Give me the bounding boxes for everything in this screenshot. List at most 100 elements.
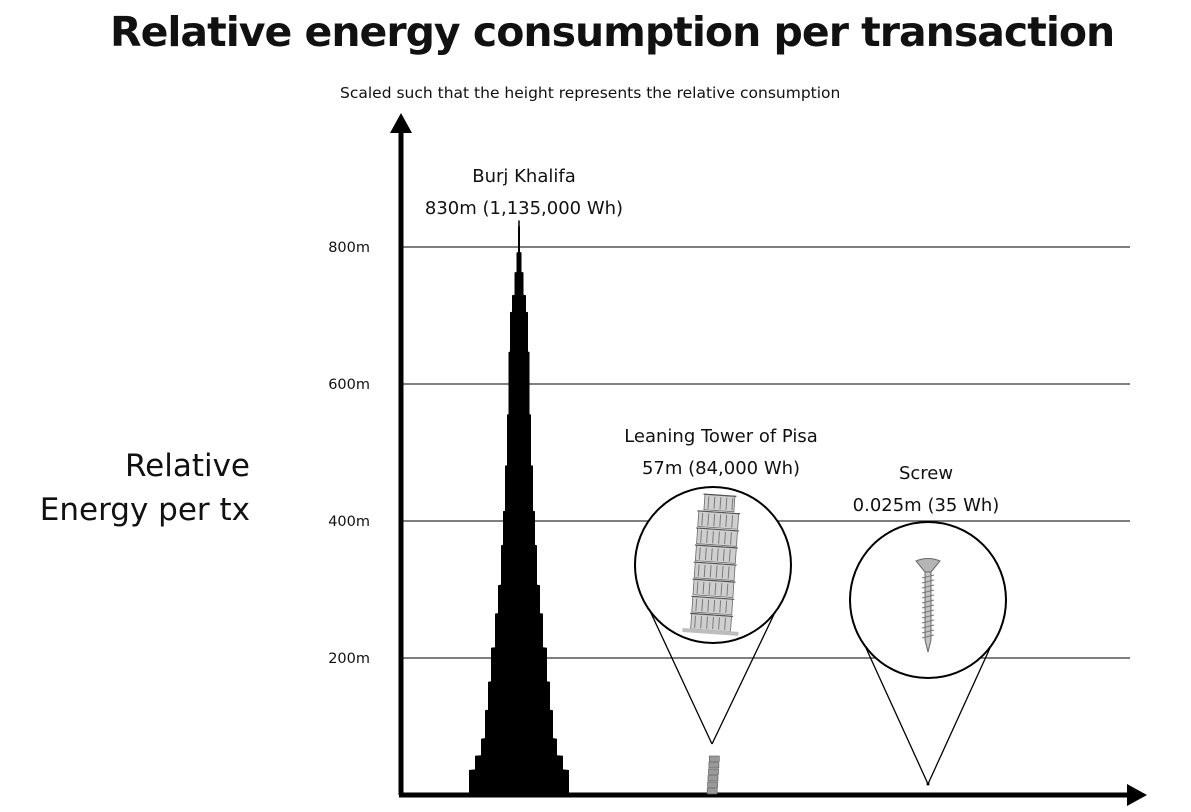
y-tick-label-800: 800m [328, 240, 370, 256]
pisa-icon-column [728, 549, 731, 562]
y-axis-label-line-1: Relative [124, 448, 250, 484]
pisa-icon-column [730, 532, 732, 545]
pisa-icon-column [713, 599, 716, 613]
screw-icon-thread [921, 609, 935, 614]
pisa-icon-column [698, 547, 701, 560]
pisa-icon-column [710, 548, 713, 561]
pisa-value-label: 57m (84,000 Wh) [642, 458, 800, 479]
pisa-icon-ledge [691, 595, 735, 600]
pisa-icon-ledge [692, 578, 736, 583]
pisa-icon-column [724, 531, 726, 545]
pisa-icon-column [707, 496, 710, 509]
y-tick-label-200: 200m [328, 651, 370, 667]
leaning-tower-icon [682, 493, 741, 636]
leaning-tower-bar [706, 755, 720, 795]
pisa-icon-column [722, 549, 725, 562]
pisa-icon-column [725, 600, 728, 613]
screw-icon-thread [921, 624, 935, 629]
pisa-icon-column [695, 598, 698, 611]
pisa-icon-column [719, 600, 722, 613]
pisa-icon-column [725, 514, 728, 528]
pisa-icon-ledge [697, 510, 741, 515]
pisa-icon-column [716, 548, 719, 561]
pisa-icon-column [715, 565, 718, 578]
pisa-icon-column [697, 564, 700, 577]
pisa-icon-column [731, 498, 734, 511]
y-axis-label-line-2: Energy per tx [39, 492, 250, 528]
x-axis-arrow-icon [1127, 784, 1147, 806]
screw-icon-thread [921, 629, 935, 634]
pisa-icon-column [719, 514, 722, 527]
screw-icon-thread [921, 579, 935, 584]
pisa-tier [707, 781, 718, 788]
pisa-icon-column [707, 599, 710, 612]
pisa-icon-column [707, 513, 710, 526]
pisa-tier [706, 788, 718, 795]
screw-icon-thread [921, 574, 935, 579]
screw-icon-thread [921, 604, 935, 609]
pisa-icon-column [704, 547, 707, 560]
pisa-icon-ground [682, 627, 739, 636]
pisa-tier [708, 768, 719, 775]
screw-icon-thread [921, 589, 935, 594]
pisa-icon-column [712, 616, 714, 630]
screw-name-label: Screw [899, 463, 953, 484]
pisa-icon-column [706, 530, 708, 543]
screw-icon-head [915, 558, 941, 573]
pisa-icon-column [712, 531, 714, 544]
pisa-tier [707, 775, 719, 782]
y-tick-label-600: 600m [328, 377, 370, 393]
pisa-icon-column [718, 531, 720, 544]
pisa-icon-column [703, 564, 706, 577]
pisa-icon-column [727, 566, 730, 579]
pisa-name-label: Leaning Tower of Pisa [624, 426, 818, 447]
screw-value-label: 0.025m (35 Wh) [853, 495, 1000, 516]
pisa-icon-column [700, 530, 702, 543]
burj-khalifa-value-label: 830m (1,135,000 Wh) [425, 198, 623, 219]
pisa-icon-ledge [690, 612, 734, 617]
pisa-icon-column [701, 513, 704, 526]
pisa-icon-column [709, 565, 712, 578]
pisa-icon-column [694, 615, 697, 628]
pisa-icon-column [696, 581, 699, 594]
screw-icon-thread [921, 599, 935, 604]
pisa-icon-column [720, 583, 723, 596]
burj-khalifa-bar [469, 226, 569, 795]
pisa-icon-column [708, 582, 711, 595]
pisa-icon-column [713, 496, 716, 509]
pisa-icon-ledge [703, 493, 737, 497]
screw-icon-thread [921, 614, 935, 619]
screw-icon [915, 558, 941, 653]
pisa-icon-column [702, 581, 705, 595]
y-tick-label-400: 400m [328, 514, 370, 530]
pisa-icon-column [713, 513, 716, 527]
screw-icon-thread [921, 634, 935, 639]
screw-callout-line-left [865, 647, 929, 785]
y-axis-arrow-icon [390, 113, 412, 133]
screw-icon-thread [921, 584, 935, 589]
pisa-icon-column [731, 515, 734, 528]
chart-subtitle: Scaled such that the height represents t… [340, 84, 841, 102]
pisa-icon-ledge [694, 544, 738, 549]
pisa-tier [708, 762, 720, 769]
pisa-icon-column [719, 497, 722, 510]
pisa-icon-ledge [693, 561, 737, 566]
pisa-icon-column [714, 582, 717, 595]
pisa-icon-column [700, 616, 702, 629]
pisa-icon-column [706, 616, 708, 629]
burj-khalifa-name-label: Burj Khalifa [472, 166, 576, 187]
pisa-icon-ledge [696, 527, 740, 532]
pisa-icon-column [718, 617, 720, 630]
chart-title: Relative energy consumption per transact… [110, 8, 1115, 56]
screw-callout-line-right [927, 647, 991, 785]
pisa-icon-column [721, 566, 724, 579]
pisa-icon-column [726, 583, 729, 596]
pisa-icon-column [724, 617, 726, 630]
pisa-icon-column [701, 599, 704, 612]
pisa-tier [708, 755, 720, 762]
screw-icon-thread [921, 619, 935, 624]
y-axis-label: Relative Energy per tx [0, 444, 250, 532]
screw-bar [926, 782, 930, 786]
pisa-icon-column [725, 497, 728, 510]
